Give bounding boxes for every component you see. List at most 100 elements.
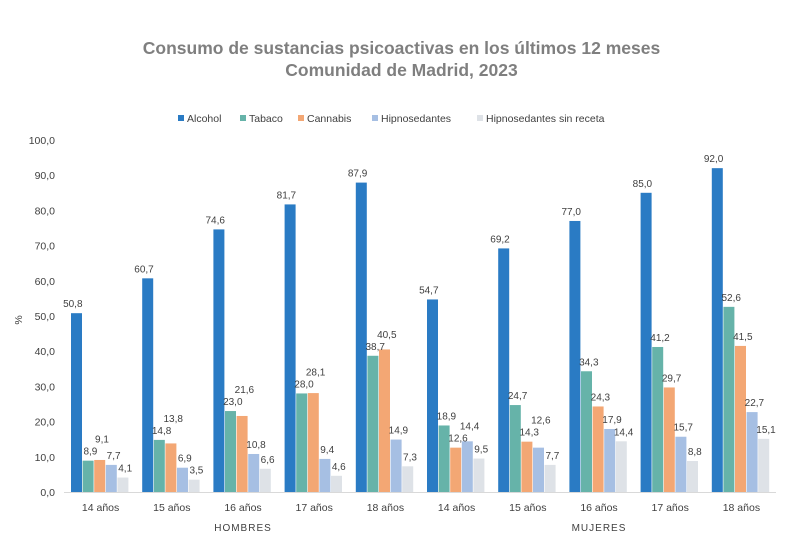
bar-4-1 xyxy=(188,479,200,492)
x-tick-label: 18 años xyxy=(367,502,404,514)
bar-4-2 xyxy=(259,468,271,492)
data-label: 6,9 xyxy=(178,454,192,465)
data-label: 34,3 xyxy=(579,357,599,368)
bar-2-2 xyxy=(236,415,248,492)
x-tick-label: 15 años xyxy=(153,502,190,514)
y-tick-label: 40,0 xyxy=(35,346,56,358)
bar-1-1 xyxy=(153,439,165,492)
bar-3-5 xyxy=(461,441,473,492)
data-label: 85,0 xyxy=(633,179,653,190)
data-label: 74,6 xyxy=(205,215,225,226)
data-label: 14,4 xyxy=(614,427,634,438)
bar-0-1 xyxy=(142,278,154,492)
data-label: 23,0 xyxy=(223,397,243,408)
x-tick-label: 14 años xyxy=(82,502,119,514)
bar-0-5 xyxy=(427,299,438,492)
data-label: 15,1 xyxy=(756,425,776,436)
bar-1-2 xyxy=(225,411,236,492)
bar-1-9 xyxy=(723,306,735,492)
data-label: 8,8 xyxy=(688,447,702,458)
bar-0-3 xyxy=(284,204,296,492)
y-tick-label: 30,0 xyxy=(35,381,56,393)
bar-2-7 xyxy=(592,406,604,492)
bar-1-0 xyxy=(82,460,94,492)
bar-3-4 xyxy=(390,439,402,492)
legend-swatch-4 xyxy=(477,115,483,121)
data-label: 10,8 xyxy=(246,440,266,451)
data-label: 38,7 xyxy=(365,342,385,353)
bar-2-5 xyxy=(450,447,462,492)
bar-1-3 xyxy=(296,393,308,492)
data-label: 40,5 xyxy=(377,330,397,341)
legend-label-0: Alcohol xyxy=(187,113,221,125)
data-label: 6,6 xyxy=(261,455,275,466)
x-tick-label: 16 años xyxy=(224,502,261,514)
bar-3-7 xyxy=(604,428,616,492)
data-label: 21,6 xyxy=(235,385,255,396)
bar-3-3 xyxy=(319,458,331,492)
data-label: 14,8 xyxy=(152,426,172,437)
data-label: 87,9 xyxy=(348,169,368,180)
data-label: 9,5 xyxy=(474,445,488,456)
data-label: 29,7 xyxy=(662,373,682,384)
x-tick-label: 18 años xyxy=(723,502,760,514)
bar-3-2 xyxy=(248,453,260,492)
y-tick-label: 80,0 xyxy=(35,205,56,217)
data-label: 12,6 xyxy=(448,434,468,445)
y-tick-label: 0,0 xyxy=(40,487,55,499)
x-tick-label: 14 años xyxy=(438,502,475,514)
data-label: 14,9 xyxy=(389,426,409,437)
bar-1-4 xyxy=(367,355,379,492)
bar-4-6 xyxy=(544,464,556,492)
bar-3-9 xyxy=(746,412,758,492)
data-label: 9,1 xyxy=(95,435,109,446)
bar-2-3 xyxy=(307,393,319,492)
data-label: 24,3 xyxy=(591,392,611,403)
legend-label-4: Hipnosedantes sin receta xyxy=(486,113,605,125)
data-label: 14,3 xyxy=(519,428,539,439)
bar-2-0 xyxy=(94,459,106,492)
bar-0-2 xyxy=(213,229,225,492)
bar-4-3 xyxy=(331,475,342,492)
bar-0-7 xyxy=(569,220,581,492)
data-label: 60,7 xyxy=(134,264,154,275)
legend-swatch-1 xyxy=(240,115,246,121)
bar-1-7 xyxy=(581,371,592,492)
data-label: 12,6 xyxy=(531,416,551,427)
bar-2-4 xyxy=(379,349,390,492)
bar-2-6 xyxy=(521,441,533,492)
data-label: 7,7 xyxy=(545,451,559,462)
bar-3-1 xyxy=(177,467,188,492)
group-label: MUJERES xyxy=(572,523,627,534)
data-label: 22,7 xyxy=(745,398,765,409)
legend-swatch-3 xyxy=(372,115,378,121)
y-tick-label: 10,0 xyxy=(35,452,56,464)
legend-label-2: Cannabis xyxy=(307,113,351,125)
data-label: 24,7 xyxy=(508,391,528,402)
data-label: 8,9 xyxy=(83,447,97,458)
data-label: 17,9 xyxy=(602,415,622,426)
data-label: 9,4 xyxy=(320,445,334,456)
bar-1-6 xyxy=(509,405,521,492)
bar-2-9 xyxy=(735,345,746,492)
bar-2-8 xyxy=(663,387,675,492)
data-label: 4,1 xyxy=(118,464,132,475)
data-label: 28,0 xyxy=(294,379,314,390)
data-label: 14,4 xyxy=(460,422,480,433)
data-label: 52,6 xyxy=(721,293,741,304)
y-axis-label: % xyxy=(13,315,25,324)
bar-2-1 xyxy=(165,443,177,492)
data-label: 54,7 xyxy=(419,285,439,296)
data-label: 92,0 xyxy=(704,154,724,165)
data-label: 4,6 xyxy=(332,462,346,473)
legend-swatch-0 xyxy=(178,115,184,121)
bar-0-6 xyxy=(498,248,510,492)
bar-4-9 xyxy=(758,438,770,492)
bar-1-5 xyxy=(438,425,450,492)
legend-label-3: Hipnosedantes xyxy=(381,113,451,125)
y-tick-label: 60,0 xyxy=(35,276,56,288)
bar-4-7 xyxy=(615,441,627,492)
bar-0-0 xyxy=(71,313,82,492)
y-tick-label: 50,0 xyxy=(35,311,56,323)
